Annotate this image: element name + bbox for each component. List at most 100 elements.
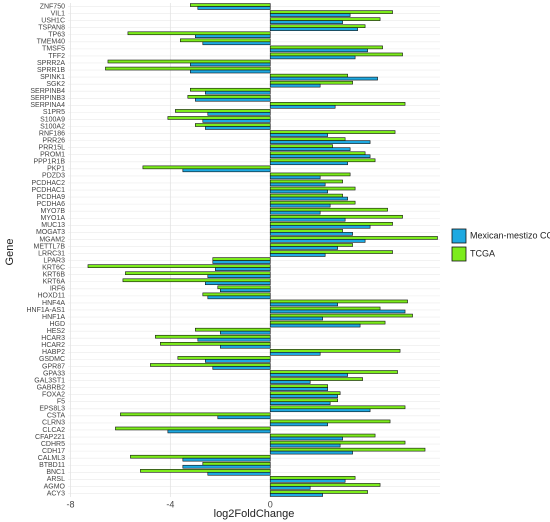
- bar: [269, 200, 356, 205]
- y-tick-label: BTBD11: [39, 462, 65, 469]
- bar: [122, 278, 271, 283]
- bar: [269, 137, 346, 141]
- bar: [269, 133, 328, 137]
- y-tick-label: ZNF750: [40, 3, 65, 10]
- legend-label: TCGA: [470, 248, 495, 258]
- bar: [269, 193, 343, 198]
- bar: [269, 182, 326, 187]
- y-tick-label: HNF1A: [42, 314, 65, 321]
- y-tick-label: CFAP221: [35, 434, 65, 441]
- bar: [269, 172, 351, 177]
- bar: [269, 443, 341, 448]
- y-tick-label: KRT6B: [43, 272, 66, 279]
- bar: [269, 408, 371, 413]
- bar: [269, 486, 311, 490]
- y-tick-label: SPRR1B: [37, 67, 65, 74]
- y-tick-label: SERPINB4: [30, 88, 65, 95]
- bar: [269, 196, 348, 201]
- bar: [269, 105, 336, 109]
- bar: [269, 377, 363, 381]
- y-tick-label: MYO1A: [40, 215, 65, 222]
- bar: [177, 356, 271, 360]
- bar: [269, 10, 393, 14]
- bar: [269, 309, 406, 314]
- bar: [130, 454, 271, 459]
- bar: [269, 419, 391, 424]
- bar: [269, 440, 406, 445]
- bar: [269, 17, 381, 21]
- y-tick-label: ACY3: [47, 490, 65, 497]
- bar: [269, 207, 388, 212]
- y-tick-label: CDH17: [42, 448, 65, 455]
- y-axis-title: Gene: [4, 239, 16, 266]
- y-tick-label: SPINK1: [40, 74, 65, 81]
- y-tick-label: TP63: [48, 32, 65, 39]
- y-tick-label: HOXD11: [38, 293, 66, 300]
- y-tick-label: GSDMC: [39, 356, 65, 363]
- y-tick-label: PKP1: [47, 166, 65, 173]
- bar: [269, 154, 371, 158]
- bar: [202, 292, 271, 297]
- bar: [269, 436, 343, 441]
- bar: [215, 267, 271, 271]
- bar: [269, 387, 328, 391]
- y-tick-label: CLCA2: [42, 427, 65, 434]
- legend-swatch: [451, 246, 467, 262]
- bar: [269, 45, 383, 50]
- bar: [167, 429, 271, 434]
- bar: [269, 299, 408, 304]
- bar: [269, 13, 351, 17]
- bar: [269, 433, 376, 438]
- y-tick-label: GPA33: [43, 370, 65, 377]
- bar: [219, 288, 271, 293]
- bar: [269, 55, 356, 60]
- y-tick-label: MUC13: [41, 222, 65, 229]
- legend-swatch: [451, 228, 467, 244]
- bar: [107, 59, 271, 64]
- y-tick-label: HNF1A-AS1: [26, 307, 65, 314]
- y-tick-label: PDZD3: [42, 173, 65, 180]
- bar: [269, 73, 348, 78]
- bar: [269, 479, 346, 483]
- bar: [269, 158, 376, 163]
- bar: [167, 116, 271, 120]
- bar: [217, 285, 271, 290]
- bar: [269, 102, 406, 106]
- bar: [269, 236, 438, 240]
- bar: [269, 217, 346, 222]
- bar: [269, 306, 381, 311]
- bar: [269, 313, 413, 318]
- bar: [269, 352, 321, 356]
- bar: [269, 483, 381, 487]
- y-tick-label: AGMO: [44, 483, 66, 490]
- bar: [269, 370, 398, 374]
- x-tick-label: 0: [268, 499, 273, 509]
- bar: [269, 320, 386, 325]
- y-tick-label: TMEM40: [37, 39, 66, 46]
- bar: [269, 476, 356, 480]
- y-tick-label: PCDHAC1: [32, 187, 66, 194]
- bar: [182, 457, 271, 462]
- bar: [269, 210, 321, 215]
- bar: [219, 344, 271, 349]
- bar: [269, 80, 353, 85]
- bar: [269, 24, 366, 29]
- bar: [175, 109, 271, 113]
- bar: [197, 6, 271, 10]
- y-tick-label: HES2: [47, 328, 65, 335]
- y-tick-label: EPS8L3: [39, 406, 65, 413]
- bar: [190, 62, 271, 67]
- bar: [212, 366, 271, 370]
- y-tick-label: MGAM2: [39, 236, 65, 243]
- bar: [207, 274, 271, 278]
- x-axis-title: log2FoldChange: [214, 508, 295, 520]
- bar: [269, 243, 353, 247]
- y-tick-label: TSPAN8: [38, 25, 65, 32]
- bar: [142, 165, 271, 170]
- bar: [269, 349, 401, 353]
- y-tick-label: F5: [57, 399, 65, 406]
- bar: [269, 401, 331, 405]
- y-tick-label: LPAR3: [43, 257, 65, 264]
- bar: [140, 469, 271, 473]
- bar: [217, 415, 271, 420]
